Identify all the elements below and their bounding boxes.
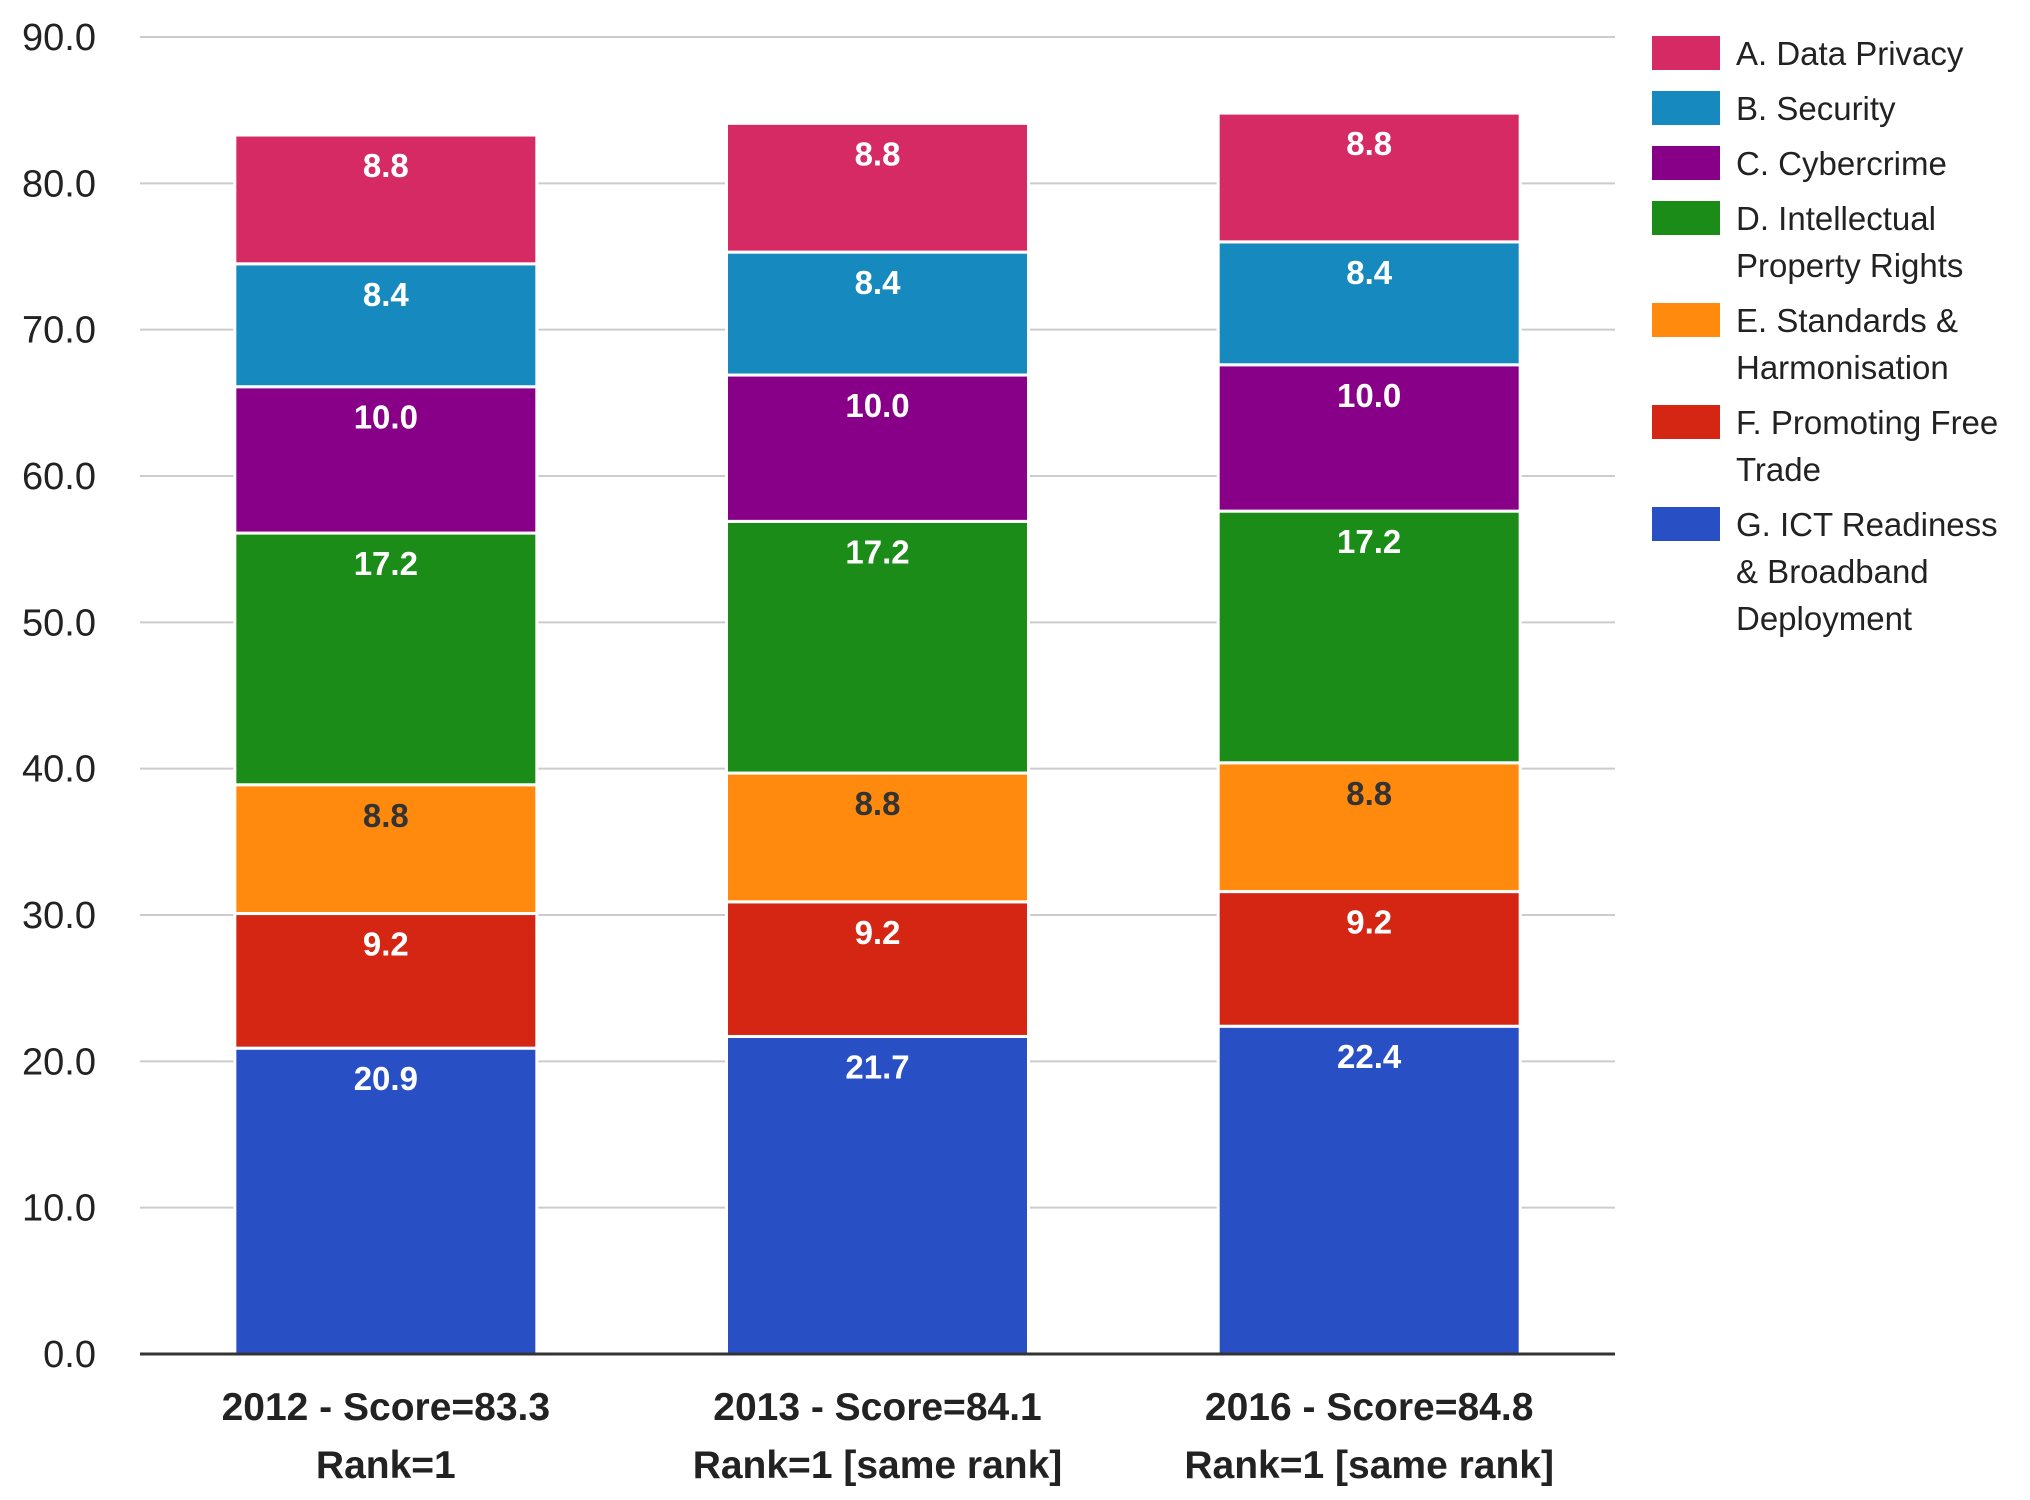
data-label: 9.2 [1346, 904, 1392, 941]
bar-segment [233, 531, 539, 787]
y-tick-label: 90.0 [22, 17, 96, 59]
legend-label: D. Intellectual [1736, 200, 1936, 237]
data-label: 17.2 [845, 533, 909, 570]
x-tick-label: Rank=1 [same rank] [693, 1444, 1063, 1487]
data-label: 17.2 [354, 545, 418, 582]
bar-segment [1216, 890, 1522, 1028]
data-label: 21.7 [845, 1048, 909, 1085]
y-tick-label: 10.0 [22, 1188, 96, 1230]
data-label: 8.8 [855, 785, 901, 822]
data-label: 8.8 [1346, 775, 1392, 812]
y-tick-label: 30.0 [22, 895, 96, 937]
legend-label: G. ICT Readiness [1736, 506, 1998, 543]
data-label: 17.2 [1337, 523, 1401, 560]
x-tick-label: Rank=1 [316, 1444, 456, 1487]
data-label: 10.0 [1337, 377, 1401, 414]
data-label: 8.8 [363, 147, 409, 184]
y-axis: 0.0 10.0 20.0 30.0 40.0 50.0 60.0 70.0 80.0 90.0 [22, 17, 96, 1376]
bar-segment [1216, 1024, 1522, 1356]
data-label: 10.0 [845, 387, 909, 424]
bar-segment [725, 121, 1030, 254]
bar-segment [725, 373, 1030, 523]
data-label: 8.4 [363, 276, 410, 313]
x-tick-label: 2012 - Score=83.3 [222, 1386, 551, 1429]
data-label: 8.8 [1346, 125, 1392, 162]
legend-swatch [1652, 91, 1720, 125]
bar-segment [233, 262, 539, 389]
legend-swatch [1652, 36, 1720, 70]
bar-segment [725, 1034, 1030, 1356]
y-tick-label: 60.0 [22, 456, 96, 498]
data-label: 8.4 [855, 264, 902, 301]
bar-segment [233, 912, 539, 1050]
bar-segment [1216, 509, 1522, 765]
y-tick-label: 0.0 [43, 1334, 96, 1376]
bar-segment [233, 1046, 539, 1356]
data-label: 8.4 [1346, 254, 1393, 291]
y-tick-label: 20.0 [22, 1041, 96, 1083]
legend-swatch [1652, 146, 1720, 180]
y-tick-label: 40.0 [22, 749, 96, 791]
legend-swatch [1652, 405, 1720, 439]
bar-segment [233, 385, 539, 535]
legend-label: C. Cybercrime [1736, 145, 1947, 182]
legend-label: & Broadband [1736, 553, 1929, 590]
bar-segment [1216, 111, 1522, 244]
bar-segment [1216, 363, 1522, 513]
legend-label: B. Security [1736, 90, 1896, 127]
data-label: 20.9 [354, 1060, 418, 1097]
legend-swatch [1652, 507, 1720, 541]
bar-segment [725, 771, 1030, 904]
legend-label: A. Data Privacy [1736, 35, 1964, 72]
data-label: 22.4 [1337, 1038, 1402, 1075]
data-label: 9.2 [363, 926, 409, 963]
legend-label: Deployment [1736, 600, 1912, 637]
legend-label: Trade [1736, 451, 1821, 488]
data-label: 10.0 [354, 399, 418, 436]
bar-segment [1216, 240, 1522, 367]
bar-segment [1216, 761, 1522, 894]
legend-label: F. Promoting Free [1736, 404, 1998, 441]
legend-label: Property Rights [1736, 247, 1963, 284]
legend: A. Data Privacy B. Security C. Cybercrime D… [1652, 35, 1998, 637]
bar-segment [725, 900, 1030, 1038]
y-tick-label: 50.0 [22, 602, 96, 644]
data-label: 9.2 [855, 914, 901, 951]
data-label: 8.8 [855, 135, 901, 172]
x-tick-label: Rank=1 [same rank] [1184, 1444, 1554, 1487]
x-tick-label: 2013 - Score=84.1 [713, 1386, 1042, 1429]
bars: 20.9 9.2 8.8 17.2 10.0 8.4 8.8 21.7 9.2 8.8 17.2 10… [233, 111, 1522, 1356]
x-axis: 2012 - Score=83.3 Rank=1 2013 - Score=84.1… [140, 1352, 1615, 1487]
bar-segment [233, 133, 539, 266]
legend-swatch [1652, 201, 1720, 235]
legend-label: E. Standards & [1736, 302, 1958, 339]
legend-label: Harmonisation [1736, 349, 1949, 386]
x-tick-label: 2016 - Score=84.8 [1205, 1386, 1534, 1429]
y-tick-label: 70.0 [22, 310, 96, 352]
legend-swatch [1652, 303, 1720, 337]
y-tick-label: 80.0 [22, 163, 96, 205]
data-label: 8.8 [363, 797, 409, 834]
